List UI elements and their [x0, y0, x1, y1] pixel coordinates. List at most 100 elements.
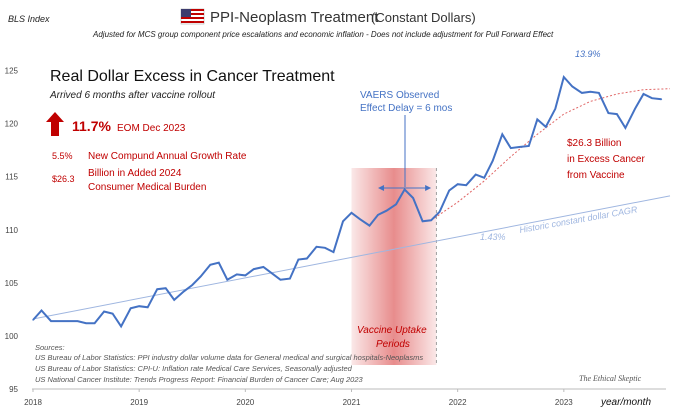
trend-label: Historic constant dollar CAGR	[519, 204, 639, 235]
data-point	[492, 160, 494, 162]
x-tick-label: 2023	[555, 398, 573, 407]
data-point	[385, 210, 388, 212]
sources-heading: Sources:	[35, 343, 65, 352]
data-point	[616, 113, 618, 115]
data-point	[589, 91, 591, 93]
data-point	[173, 299, 175, 301]
us-flag-icon	[180, 8, 205, 25]
headline-sub: Arrived 6 months after vaccine rollout	[49, 90, 216, 101]
data-point	[581, 92, 583, 94]
data-point	[253, 268, 255, 270]
data-point	[377, 214, 379, 216]
excess-trend-line	[430, 88, 671, 221]
data-point	[226, 279, 228, 281]
data-point	[457, 183, 459, 185]
data-point	[120, 325, 122, 327]
y-tick-label: 115	[5, 173, 18, 182]
band-label-1: Vaccine Uptake	[357, 325, 427, 336]
x-tick-label: 2018	[24, 398, 42, 407]
band-label-2: Periods	[376, 339, 410, 350]
data-point	[510, 147, 512, 149]
data-point	[368, 224, 371, 227]
data-point	[289, 278, 291, 280]
x-tick-label: 2022	[449, 398, 467, 407]
data-point	[103, 310, 105, 313]
data-point	[395, 203, 397, 205]
trend-value: 1.43%	[480, 232, 506, 242]
data-point	[191, 284, 193, 286]
data-point	[350, 212, 353, 214]
data-point	[475, 174, 477, 176]
stat1-value: 5.5%	[52, 151, 73, 161]
chart-subtitle: Adjusted for MCS group component price e…	[92, 30, 554, 39]
y-axis-label: BLS Index	[8, 14, 50, 24]
data-point	[165, 287, 167, 289]
data-point	[545, 126, 547, 128]
y-tick-label: 110	[5, 226, 18, 235]
data-point	[306, 257, 308, 260]
source-1: US Bureau of Labor Statistics: PPI indus…	[35, 353, 423, 362]
pct-note: EOM Dec 2023	[117, 123, 186, 134]
excess-label-1: $26.3 Billion	[567, 138, 621, 149]
x-tick-label: 2020	[236, 398, 254, 407]
up-arrow-icon	[46, 112, 64, 136]
source-2: US Bureau of Labor Statistics: CPI-U: In…	[35, 364, 353, 373]
data-point	[50, 320, 52, 322]
y-tick-label: 105	[5, 279, 19, 288]
stat1-text: New Compund Annual Growth Rate	[88, 151, 247, 162]
stat2-value: $26.3	[52, 174, 75, 184]
watermark: The Ethical Skeptic	[579, 374, 642, 383]
stat2-text-2: Consumer Medical Burden	[88, 182, 206, 193]
headline: Real Dollar Excess in Cancer Treatment	[50, 68, 335, 85]
data-point	[147, 306, 149, 308]
chart-title-suffix: (Constant Dollars)	[371, 10, 476, 25]
trend-line	[32, 195, 671, 320]
data-point	[209, 264, 211, 266]
series-points	[32, 76, 663, 327]
x-axis-label: year/month	[600, 397, 651, 408]
data-point	[439, 211, 441, 213]
data-point	[58, 320, 61, 322]
vaers-label-2: Effect Delay = 6 mos	[360, 103, 452, 114]
data-point	[501, 133, 503, 135]
data-point	[448, 189, 450, 192]
source-3: US National Cancer Institute: Trends Pro…	[35, 375, 363, 384]
data-point	[138, 305, 140, 307]
data-point	[607, 112, 610, 114]
data-point	[634, 108, 636, 110]
data-point	[465, 184, 467, 186]
data-point	[412, 197, 414, 199]
data-point	[324, 247, 326, 249]
data-point	[156, 288, 158, 290]
peak-label: 13.9%	[575, 49, 601, 59]
data-point	[483, 177, 485, 179]
vaers-label-1: VAERS Observed	[360, 90, 439, 101]
excess-label-3: from Vaccine	[567, 170, 625, 181]
data-point	[85, 322, 87, 324]
data-point	[76, 320, 79, 322]
data-point	[518, 146, 520, 148]
y-tick-labels: 95 100 105 110 115 120 125	[5, 67, 19, 394]
data-point	[40, 309, 43, 312]
data-point	[67, 320, 69, 322]
stat2-text-1: Billion in Added 2024	[88, 168, 182, 179]
y-tick-label: 120	[5, 120, 19, 129]
data-point	[271, 272, 273, 274]
data-point	[430, 219, 432, 221]
x-tick-label: 2019	[130, 398, 148, 407]
data-point	[422, 220, 424, 222]
data-point	[183, 290, 185, 292]
data-point	[624, 127, 627, 129]
vaers-delay-arrow	[378, 115, 432, 191]
y-tick-label: 125	[5, 67, 19, 76]
data-point	[32, 319, 34, 321]
data-point	[598, 92, 600, 94]
data-point	[359, 218, 361, 220]
data-point	[651, 97, 653, 99]
y-tick-label: 100	[5, 332, 19, 341]
data-point	[536, 118, 538, 121]
data-point	[563, 76, 565, 78]
x-tick-label: 2021	[343, 398, 361, 407]
